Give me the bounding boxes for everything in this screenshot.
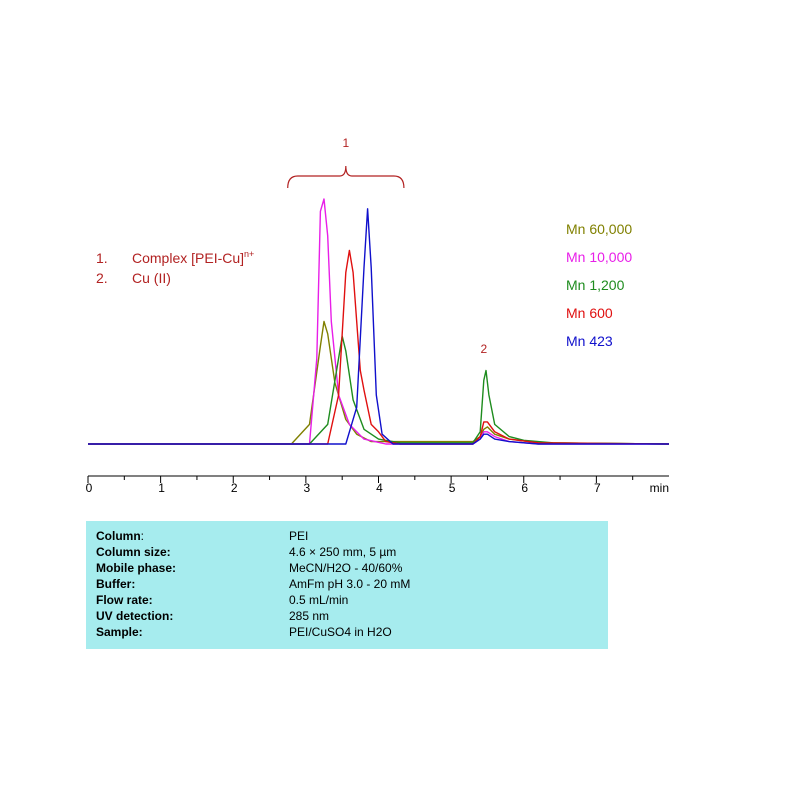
legend-entry: Mn 10,000 (566, 249, 632, 265)
annotation-label-text: Cu (II) (132, 270, 171, 286)
x-tick-label: 1 (158, 481, 165, 495)
series-trace (88, 320, 670, 445)
x-axis: 0 1 2 3 4 5 6 7 min (86, 475, 669, 495)
x-tick-label: 6 (521, 481, 528, 495)
annotation-superscript: n+ (244, 249, 255, 259)
x-tick-label: 0 (86, 481, 93, 495)
condition-row: Column: PEI (96, 529, 596, 545)
condition-key: Column size: (96, 545, 171, 559)
condition-row: Mobile phase: MeCN/H2O - 40/60% (96, 561, 596, 577)
condition-value: 285 nm (289, 609, 330, 623)
condition-key: Column: (96, 529, 289, 545)
condition-colon: : (140, 529, 145, 543)
annotation-item: 2. Cu (II) (96, 268, 254, 288)
condition-key: Mobile phase: (96, 561, 177, 575)
legend: Mn 60,000 Mn 10,000 Mn 1,200 Mn 600 Mn 423 (566, 221, 632, 349)
conditions-table: Column: PEI Column size: 4.6 × 250 mm, 5… (86, 521, 608, 649)
annotation-label: Complex [PEI-Cu]n+ (132, 248, 254, 268)
condition-value: 4.6 × 250 mm, 5 µm (289, 545, 397, 559)
condition-key: UV detection: (96, 609, 174, 623)
peak-bracket (287, 165, 405, 189)
series-trace (88, 335, 670, 445)
condition-value: 0.5 mL/min (289, 593, 349, 607)
condition-row: Flow rate: 0.5 mL/min (96, 593, 596, 609)
x-tick-label: 3 (304, 481, 311, 495)
peak-labels: 12 (287, 136, 487, 356)
peak-annotation: 1. Complex [PEI-Cu]n+ 2. Cu (II) (96, 248, 254, 288)
legend-entry: Mn 60,000 (566, 221, 632, 237)
x-tick-label: 5 (449, 481, 456, 495)
condition-row: Buffer: AmFm pH 3.0 - 20 mM (96, 577, 596, 593)
x-tick-label: 2 (231, 481, 238, 495)
condition-value: AmFm pH 3.0 - 20 mM (289, 577, 411, 591)
peak-label: 1 (342, 136, 349, 150)
condition-value: PEI (289, 529, 309, 543)
peak-label: 2 (480, 342, 487, 356)
legend-entry: Mn 600 (566, 305, 613, 321)
x-tick-label: 4 (376, 481, 383, 495)
condition-row: Column size: 4.6 × 250 mm, 5 µm (96, 545, 596, 561)
condition-value: PEI/CuSO4 in H2O (289, 625, 392, 639)
annotation-label-text: Complex [PEI-Cu] (132, 250, 245, 266)
series-trace (88, 249, 670, 445)
legend-entry: Mn 1,200 (566, 277, 625, 293)
annotation-number: 2. (96, 270, 108, 286)
annotation-item: 1. Complex [PEI-Cu]n+ (96, 248, 254, 268)
condition-row: Sample: PEI/CuSO4 in H2O (96, 625, 596, 641)
condition-value: MeCN/H2O - 40/60% (289, 561, 403, 575)
series-trace (88, 198, 669, 445)
series-trace (88, 208, 669, 445)
x-axis-label: min (650, 481, 669, 495)
legend-entry: Mn 423 (566, 333, 613, 349)
condition-key: Flow rate: (96, 593, 153, 607)
condition-row: UV detection: 285 nm (96, 609, 596, 625)
condition-key-text: Column (96, 529, 141, 543)
chromatogram-traces (88, 198, 670, 445)
condition-key: Buffer: (96, 577, 136, 591)
annotation-number: 1. (96, 250, 108, 266)
condition-key: Sample: (96, 625, 143, 639)
annotation-label: Cu (II) (132, 268, 171, 288)
x-tick-label: 7 (594, 481, 601, 495)
